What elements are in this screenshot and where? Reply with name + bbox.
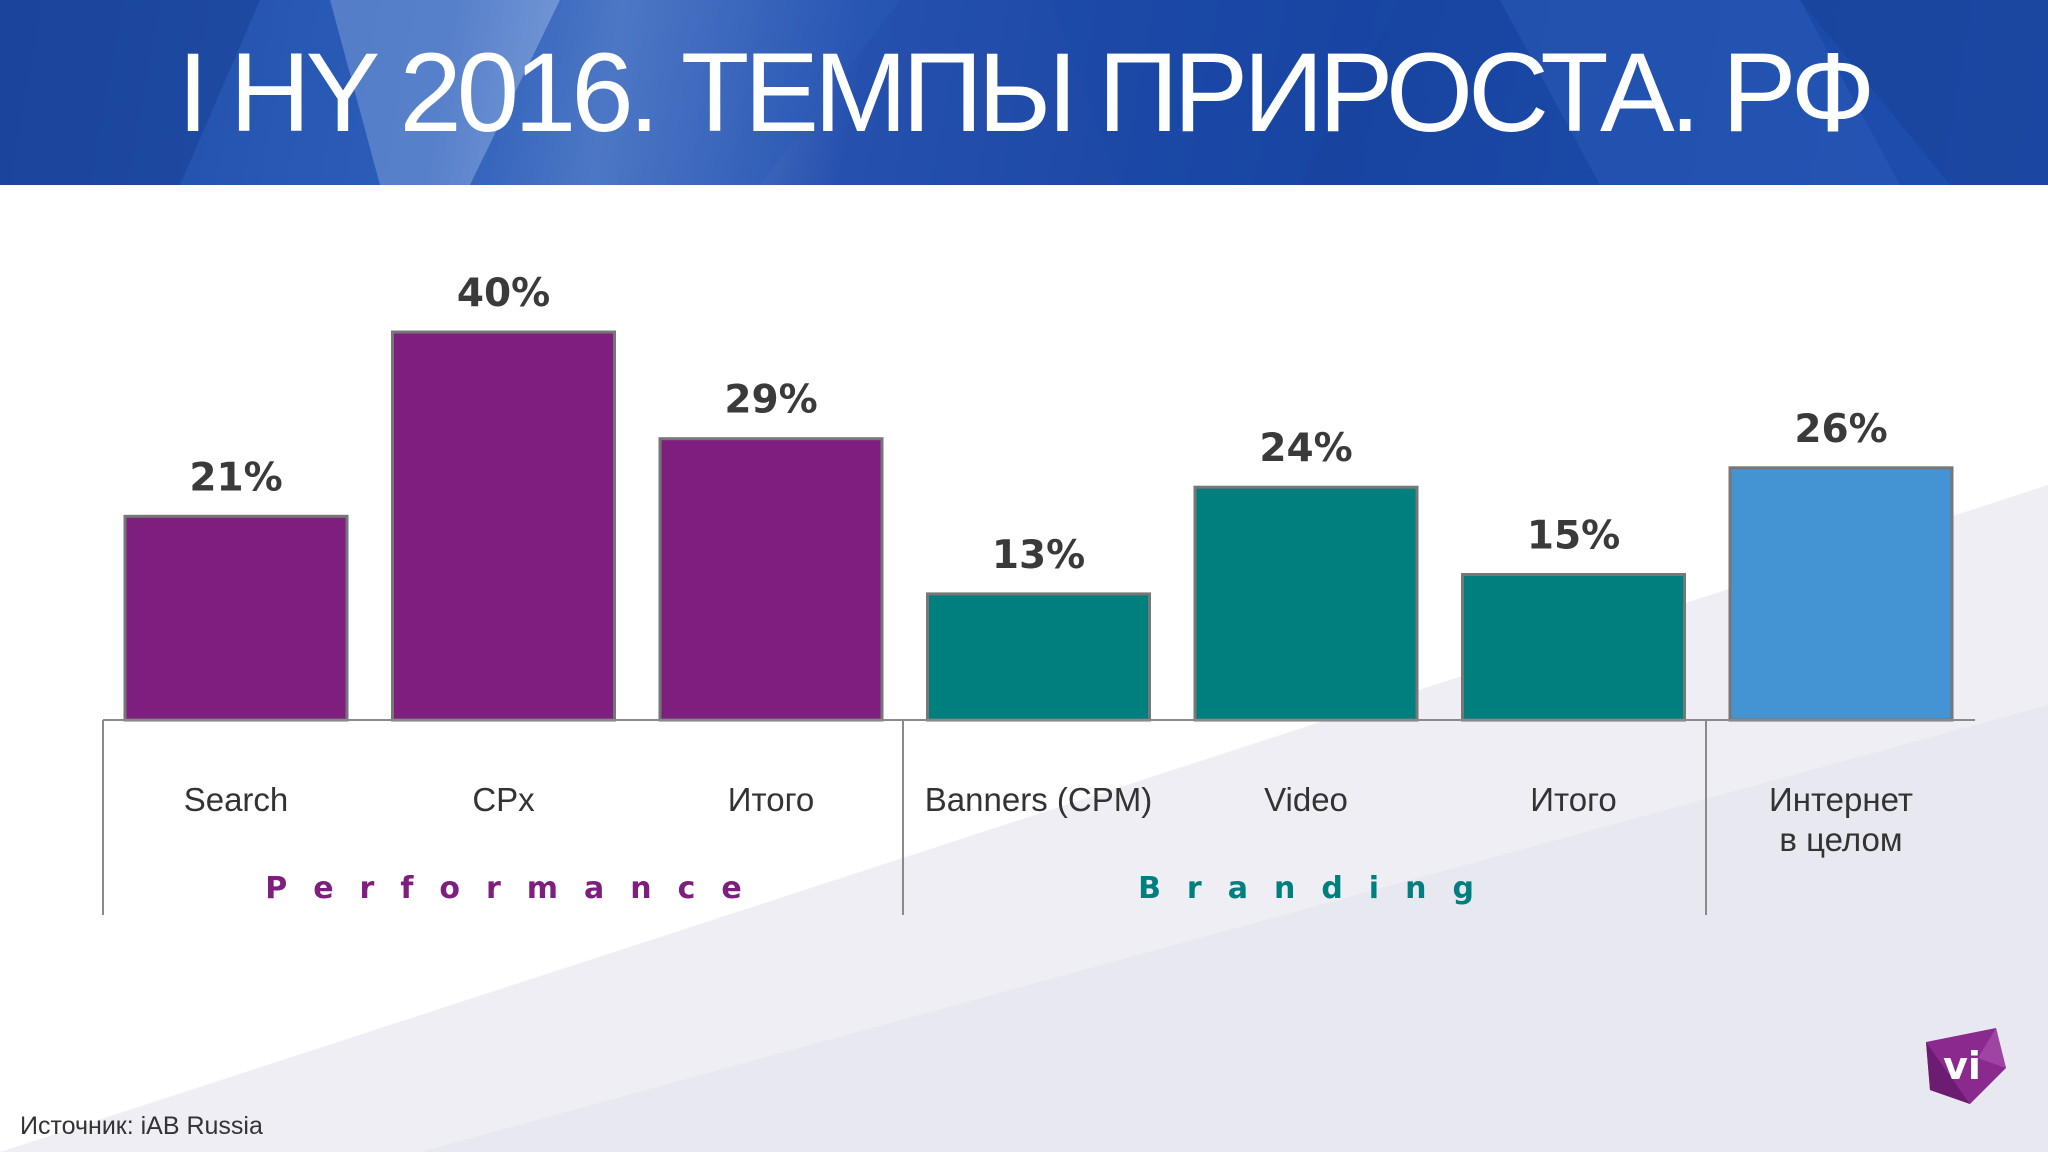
- category-label-5: Итого: [1530, 781, 1616, 818]
- value-label-3: 13%: [992, 533, 1085, 578]
- category-label-4: Video: [1264, 781, 1348, 818]
- category-label-6-line-1: в целом: [1779, 821, 1902, 858]
- bar-5: [1461, 573, 1686, 722]
- vi-logo-icon: [1926, 1028, 2006, 1104]
- group-label-branding: Branding: [1138, 871, 1500, 906]
- category-label-6-line-0: Интернет: [1769, 781, 1913, 818]
- bar-3: [926, 592, 1151, 722]
- category-label-1: CPx: [472, 781, 535, 818]
- category-label-3: Banners (CPM): [925, 781, 1152, 818]
- slide-title: I HY 2016. ТЕМПЫ ПРИРОСТА. РФ: [177, 30, 1876, 155]
- banner-decoration: [0, 0, 2048, 185]
- value-label-0: 21%: [189, 455, 282, 500]
- source-note: Источник: iAB Russia: [20, 1112, 263, 1140]
- category-label-0: Search: [184, 781, 289, 818]
- bar-0: [123, 514, 349, 722]
- value-label-1: 40%: [457, 271, 550, 316]
- value-label-2: 29%: [724, 378, 817, 423]
- group-label-performance: Performance: [265, 871, 768, 906]
- value-label-4: 24%: [1259, 426, 1352, 471]
- value-label-5: 15%: [1527, 514, 1620, 559]
- bar-2: [658, 437, 884, 722]
- bar-1: [391, 330, 616, 722]
- category-label-2: Итого: [728, 781, 814, 818]
- bar-4: [1193, 485, 1419, 722]
- bar-6: [1728, 466, 1954, 722]
- value-label-6: 26%: [1794, 407, 1887, 452]
- logo-text: vi: [1943, 1044, 1981, 1088]
- title-banner: I HY 2016. ТЕМПЫ ПРИРОСТА. РФ: [0, 0, 2048, 185]
